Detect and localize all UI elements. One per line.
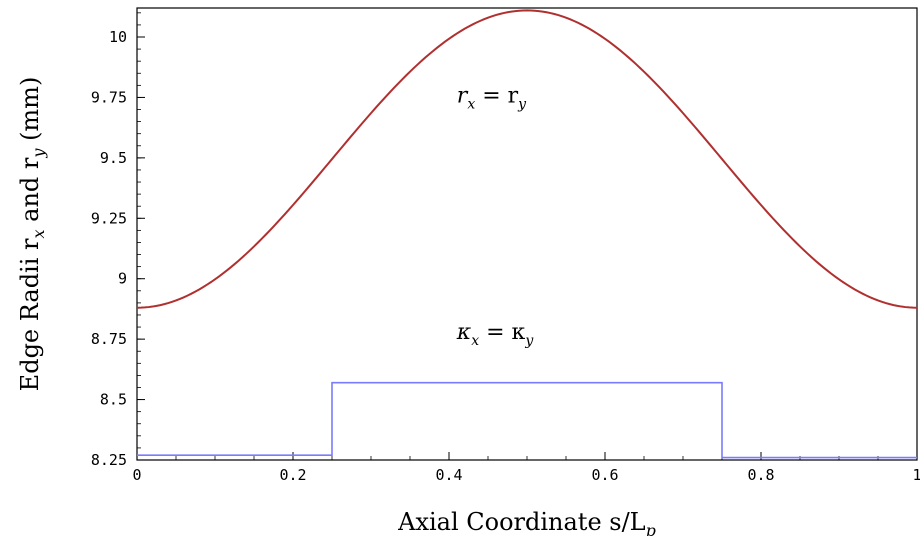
y-axis-title-main: Edge Radii r: [16, 238, 44, 391]
plot-frame: [136, 7, 918, 461]
annotation-radius: rx = ry: [457, 83, 527, 112]
annotations: rx = ry κx = κy: [456, 83, 535, 349]
series-focusing-line: [137, 381, 917, 459]
x-tick-label: 0.4: [435, 466, 462, 484]
y-tick-label: 9.75: [91, 88, 127, 106]
x-axis-title: Axial Coordinate s/Lp: [397, 508, 656, 536]
y-tick-label: 8.75: [91, 330, 127, 348]
x-tick-label: 0.2: [279, 466, 306, 484]
x-tick-label: 1: [912, 466, 920, 484]
x-axis-ticks: 0 0.2 0.4 0.6 0.8 1: [132, 452, 920, 484]
y-tick-label: 9.25: [91, 209, 127, 227]
y-tick-label: 10: [109, 28, 127, 46]
x-tick-label: 0: [132, 466, 141, 484]
y-axis-title-unit: (mm): [16, 77, 44, 149]
x-tick-label: 0.6: [591, 466, 618, 484]
y-axis-title-and: and r: [16, 157, 44, 229]
annotation-kappa: κx = κy: [456, 320, 535, 349]
y-tick-label: 8.25: [91, 451, 127, 469]
y-axis-title: Edge Radii rx and ry (mm): [16, 77, 48, 392]
series-group: [136, 9, 918, 459]
x-tick-label: 0.8: [747, 466, 774, 484]
y-axis-ticks: 8.25 8.5 8.75 9 9.25 9.5 9.75 10: [91, 12, 145, 469]
y-tick-label: 9.5: [100, 149, 127, 167]
x-axis-title-main: Axial Coordinate s/L: [397, 508, 646, 536]
y-axis-title-sub-y: y: [29, 148, 48, 159]
series-radius-line: [136, 9, 918, 309]
x-axis-title-sub: p: [646, 521, 656, 536]
y-tick-label: 8.5: [100, 391, 127, 409]
y-tick-label: 9: [118, 270, 127, 288]
y-axis-title-sub-x: x: [29, 229, 48, 238]
